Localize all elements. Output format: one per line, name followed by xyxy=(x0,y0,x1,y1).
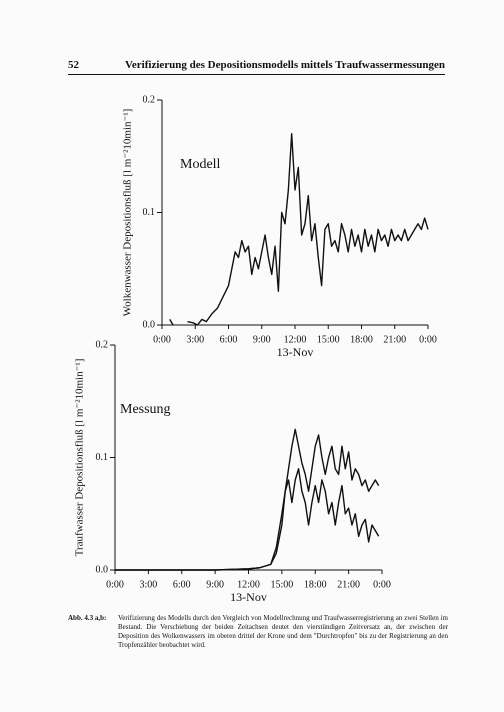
x-tick-label: 21:00 xyxy=(383,334,406,345)
x-tick-label: 3:00 xyxy=(139,579,157,590)
x-tick-label: 0:00 xyxy=(153,334,171,345)
data-line xyxy=(115,468,380,571)
x-tick-label: 0:00 xyxy=(419,334,437,345)
x-axis-label: 13-Nov xyxy=(230,590,267,604)
y-tick-label: 0.2 xyxy=(143,94,156,105)
x-tick-label: 15:00 xyxy=(317,334,340,345)
x-tick-label: 21:00 xyxy=(337,579,360,590)
y-tick-label: 0.0 xyxy=(143,319,156,330)
x-tick-label: 18:00 xyxy=(350,334,373,345)
x-tick-label: 9:00 xyxy=(253,334,271,345)
x-tick-label: 3:00 xyxy=(186,334,204,345)
data-line xyxy=(169,133,429,326)
y-tick-label: 0.2 xyxy=(96,339,109,350)
caption-label: Abb. 4.3 a,b: xyxy=(68,614,107,622)
header-rule xyxy=(68,74,445,75)
x-tick-label: 9:00 xyxy=(206,579,224,590)
x-tick-label: 0:00 xyxy=(373,579,391,590)
x-tick-label: 12:00 xyxy=(237,579,260,590)
x-axis-label: 13-Nov xyxy=(277,345,314,359)
caption-text: Verifizierung des Modells durch den Verg… xyxy=(118,614,448,649)
y-tick-label: 0.0 xyxy=(96,564,109,575)
y-tick-label: 0.1 xyxy=(96,452,109,463)
x-tick-label: 6:00 xyxy=(173,579,191,590)
x-tick-label: 15:00 xyxy=(270,579,293,590)
page-header-title: Verifizierung des Depositionsmodells mit… xyxy=(124,59,445,71)
x-tick-label: 12:00 xyxy=(284,334,307,345)
page-number: 52 xyxy=(68,59,79,71)
x-tick-label: 6:00 xyxy=(220,334,238,345)
x-tick-label: 18:00 xyxy=(304,579,327,590)
y-axis-label: Traufwasser Depositionsfluß [l m⁻²10min⁻… xyxy=(74,359,86,557)
annotation: Modell xyxy=(180,157,221,172)
y-tick-label: 0.1 xyxy=(143,207,156,218)
y-axis-label: Wolkenwasser Depositionsfluß [l m⁻²10min… xyxy=(122,109,134,317)
annotation: Messung xyxy=(120,402,171,417)
x-tick-label: 0:00 xyxy=(106,579,124,590)
